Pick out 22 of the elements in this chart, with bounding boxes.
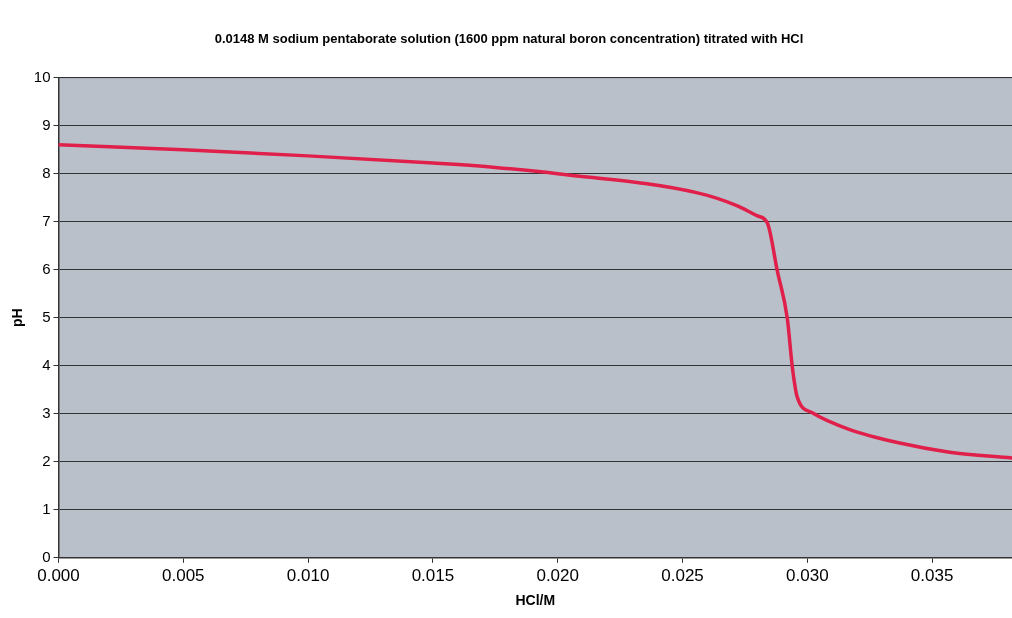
x-tick-label: 0.005: [162, 565, 205, 585]
x-tick-label: 0.000: [37, 565, 80, 585]
y-tick-label: 6: [42, 259, 51, 277]
y-tick-label: 8: [42, 163, 51, 181]
y-tick-label: 7: [42, 211, 51, 229]
y-axis-title: pH: [9, 308, 26, 328]
y-tick-label: 4: [42, 355, 51, 373]
y-tick-label: 0: [42, 547, 51, 565]
x-tick-label: 0.015: [411, 565, 455, 585]
y-tick-label: 10: [33, 67, 51, 85]
x-axis-title: HCl/M: [515, 592, 556, 609]
y-tick-label: 1: [42, 499, 51, 517]
y-tick-label: 9: [42, 115, 51, 133]
x-tick-label: 0.020: [536, 565, 579, 585]
x-tick-label: 0.010: [286, 565, 330, 585]
x-tick-label: 0.035: [910, 565, 954, 585]
x-tick-label: 0.025: [661, 565, 704, 585]
chart-title: 0.0148 M sodium pentaborate solution (1600 ppm natural boron concentration) titrated with HCl: [214, 31, 804, 47]
y-tick-label: 3: [42, 403, 51, 421]
y-tick-label: 2: [42, 451, 51, 469]
y-tick-label: 5: [42, 307, 51, 325]
x-tick-label: 0.030: [786, 565, 829, 585]
